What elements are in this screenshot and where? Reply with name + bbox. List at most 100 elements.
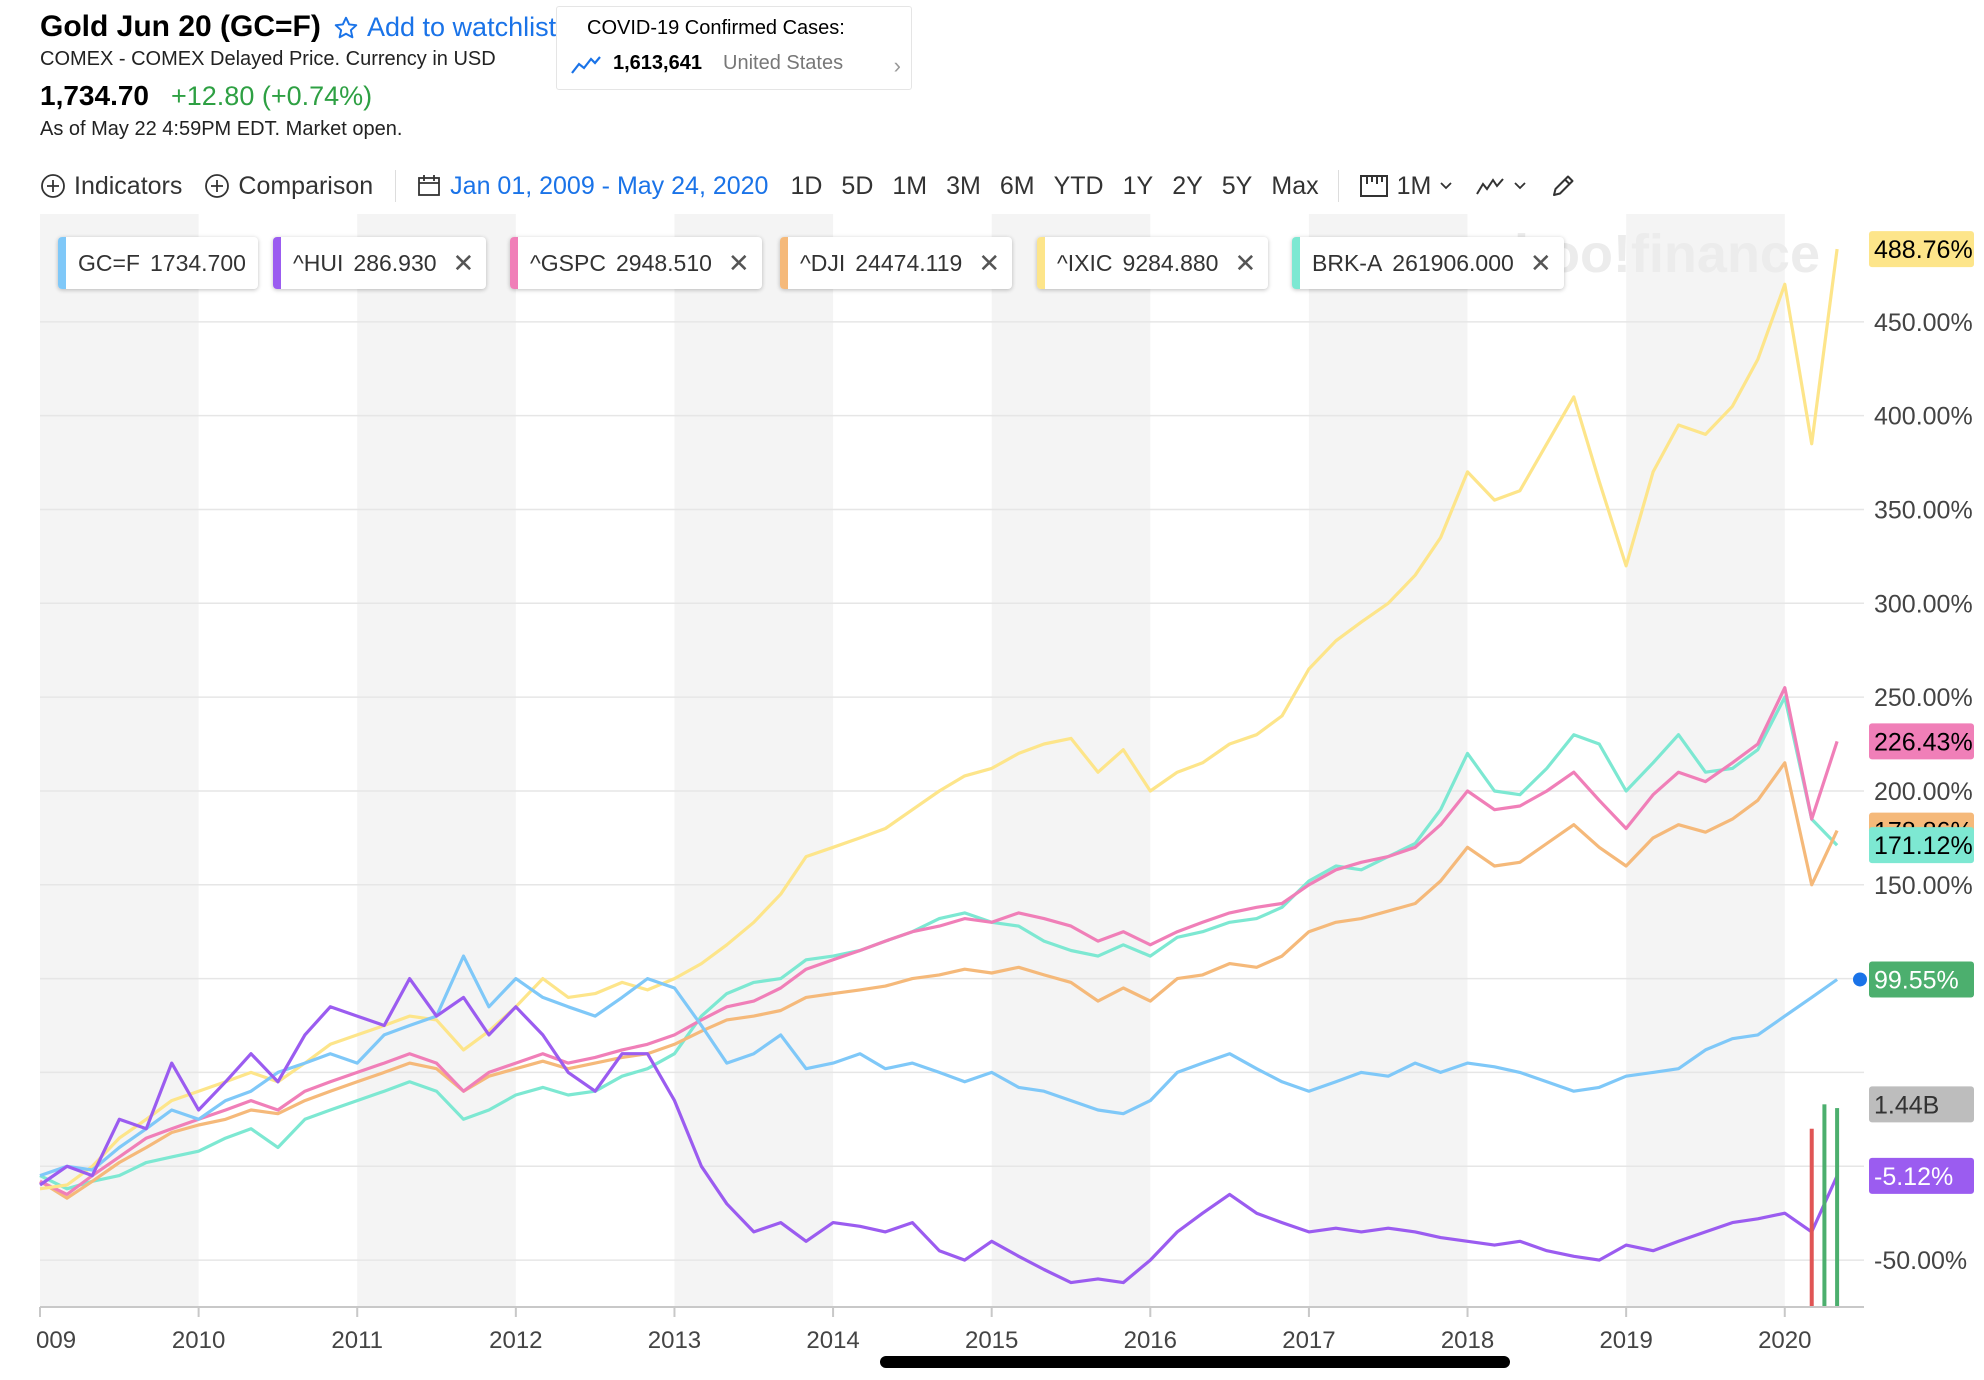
legend-symbol: ^HUI [293,249,344,276]
end-label-text: 171.12% [1874,832,1973,860]
comparison-chart[interactable]: yahoo!finance 009 2010 2011 2012 2013 2014 201… [0,214,1984,1380]
year-band [40,214,199,1307]
x-tick-label: 2015 [965,1327,1018,1354]
remove-comparison-icon[interactable]: ✕ [452,247,475,278]
legend-symbol: ^DJI [800,249,846,276]
comparison-label: Comparison [238,171,374,200]
gridlines [40,321,1864,1261]
legend-value: 1734.700 [149,249,246,276]
x-tick-label: 009 [36,1327,76,1354]
price-row: 1,734.70 +12.80 (+0.74%) [40,80,372,112]
x-tick-label: 2016 [1124,1327,1177,1354]
end-label-gspc: 226.43% [1869,723,1974,760]
chart-type-dropdown[interactable] [1475,175,1527,197]
period-1m[interactable]: 1M [892,171,928,200]
plus-circle-icon [41,174,65,198]
series-line-gcf [39,954,1839,1178]
period-1y[interactable]: 1Y [1122,171,1154,200]
toolbar-divider [1337,170,1339,202]
as-of-timestamp: As of May 22 4:59PM EDT. Market open. [40,118,403,140]
plus-circle-icon [205,174,230,198]
legend-item-gcf[interactable]: GC=F 1734.700 [58,237,258,289]
comparison-button[interactable]: Comparison [204,172,373,201]
y-tick-label: -50.00% [1874,1247,1967,1275]
period-5d[interactable]: 5D [841,171,874,200]
price-change: +12.80 (+0.74%) [171,81,373,111]
legend-color-swatch [58,237,66,289]
interval-label: 1M [1396,171,1432,200]
date-range: Jan 01, 2009 - May 24, 2020 [450,171,769,200]
series-line-hui [39,976,1839,1285]
period-max[interactable]: Max [1271,171,1319,200]
interval-dropdown[interactable]: 1M [1359,172,1454,201]
legend-symbol: GC=F [78,249,140,276]
covid-country: United States [723,52,844,74]
legend-value: 286.930 [353,249,437,276]
legend-item-dji[interactable]: ^DJI 24474.119 ✕ [780,237,1013,289]
indicators-button[interactable]: Indicators [40,172,182,201]
y-tick-label: 200.00% [1874,778,1973,806]
end-label-text: 226.43% [1874,728,1973,756]
period-2y[interactable]: 2Y [1172,171,1203,200]
home-indicator [880,1356,1510,1368]
period-5y[interactable]: 5Y [1221,171,1253,200]
exchange-info: COMEX - COMEX Delayed Price. Currency in… [40,48,496,70]
end-label-text: 488.76% [1874,236,1973,264]
legend-item-hui[interactable]: ^HUI 286.930 ✕ [273,237,487,289]
series-line-brka [39,695,1839,1191]
y-axis-ticks: 450.00% 400.00% 350.00% 300.00% 250.00% 200.0… [1874,309,1973,1275]
end-label-bg [1869,1157,1974,1194]
add-to-watchlist-button[interactable]: Add to watchlist [333,12,556,43]
calendar-icon [418,175,441,196]
draw-tool-button[interactable] [1549,172,1577,200]
end-label-brka: 171.12% [1869,827,1974,864]
legend-item-gspc[interactable]: ^GSPC 2948.510 ✕ [510,237,762,289]
end-label-bg [1869,827,1974,864]
year-band [1626,214,1785,1307]
remove-comparison-icon[interactable]: ✕ [1529,247,1552,278]
end-label-bg [1869,961,1974,998]
end-label-volume: 1.44B [1869,1086,1974,1123]
period-1d[interactable]: 1D [790,171,823,200]
legend-item-brka[interactable]: BRK-A 261906.000 ✕ [1292,237,1564,289]
period-3m[interactable]: 3M [946,171,981,200]
watchlist-label: Add to watchlist [367,12,557,42]
period-ytd[interactable]: YTD [1053,171,1104,200]
x-axis-ticks: 009 2010 2011 2012 2013 2014 2015 2016 2017 2018 2… [36,1307,1811,1354]
legend-item-ixic[interactable]: ^IXIC 9284.880 ✕ [1037,237,1269,289]
year-band [1308,214,1468,1307]
covid-widget[interactable]: COVID-19 Confirmed Cases: 1,613,641 Unit… [556,6,912,90]
x-tick-label: 2010 [172,1327,225,1354]
x-tick-label: 2012 [489,1327,542,1354]
y-tick-label: 150.00% [1874,872,1973,900]
trend-line-icon [571,56,601,74]
remove-comparison-icon[interactable]: ✕ [727,247,750,278]
volume-bar [1809,1128,1814,1307]
end-label-text: -5.12% [1874,1163,1953,1191]
series-line-ixic [39,248,1839,1191]
toolbar-divider [395,170,397,202]
legend-color-swatch [273,237,281,289]
end-label-bg [1869,1086,1974,1123]
gold-last-point-marker [1853,972,1867,987]
y-tick-label: 250.00% [1874,684,1973,712]
line-chart-icon [1476,178,1505,195]
date-range-picker[interactable]: Jan 01, 2009 - May 24, 2020 [416,172,768,201]
volume-bar [1835,1108,1840,1307]
x-tick-label: 2019 [1599,1327,1652,1354]
period-6m[interactable]: 6M [999,171,1035,200]
end-label-text: 99.55% [1874,966,1959,994]
series-lines [39,248,1839,1285]
volume-bar [1822,1104,1827,1307]
x-tick-label: 2014 [806,1327,859,1354]
remove-comparison-icon[interactable]: ✕ [978,247,1001,278]
end-label-hui: -5.12% [1869,1157,1974,1194]
legend-value: 2948.510 [615,249,712,276]
legend-symbol: ^GSPC [530,249,606,276]
legend-color-swatch [1037,237,1045,289]
chart-toolbar: Indicators Comparison Jan 01, 2009 - May… [40,166,1599,206]
remove-comparison-icon[interactable]: ✕ [1234,247,1257,278]
end-label-bg [1869,723,1974,760]
y-tick-label: 400.00% [1874,403,1973,431]
legend-value: 261906.000 [1392,249,1514,276]
